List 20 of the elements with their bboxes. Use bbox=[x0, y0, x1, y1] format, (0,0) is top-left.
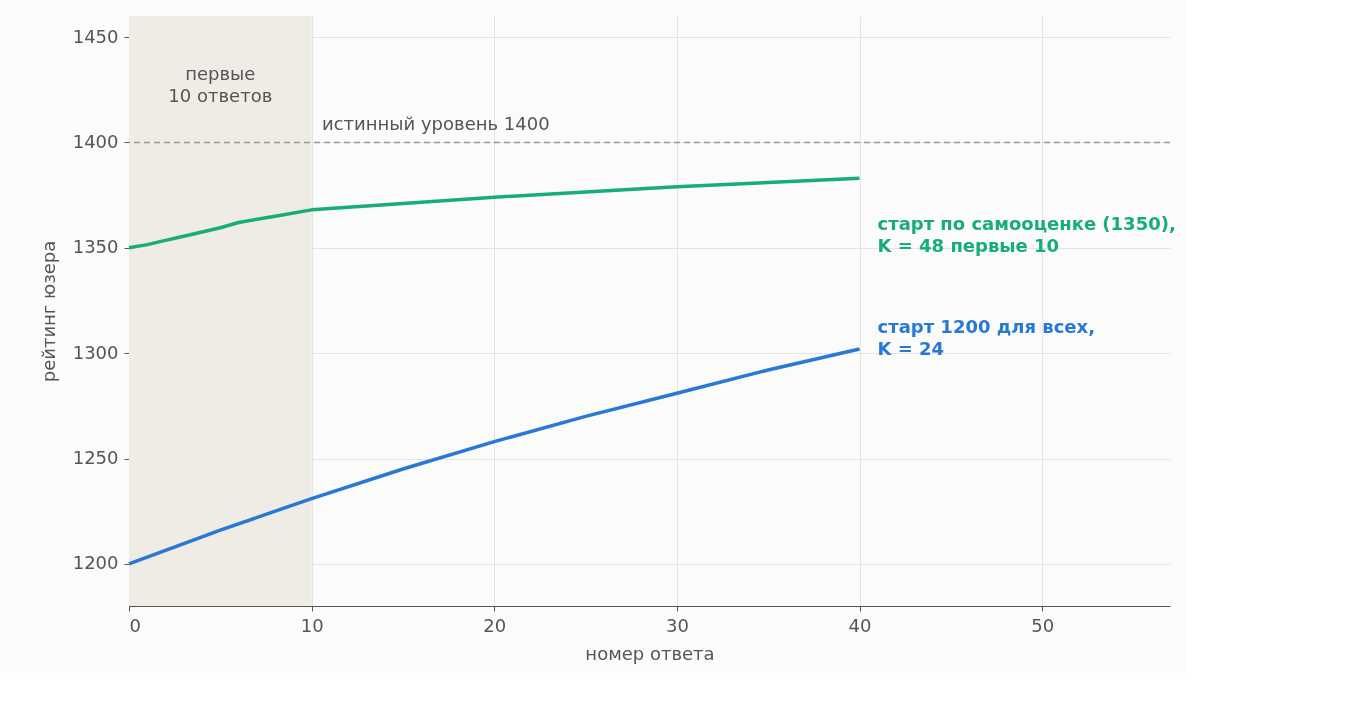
band-label: первые 10 ответов bbox=[168, 63, 273, 106]
x-tick-label: 40 bbox=[848, 614, 872, 636]
series-label: старт 1200 для всех, K = 24 bbox=[877, 315, 1095, 359]
x-axis-title: номер ответа bbox=[585, 642, 715, 664]
y-axis-title: рейтинг юзера bbox=[37, 240, 59, 383]
y-tick-label: 1400 bbox=[72, 130, 119, 152]
y-tick-label: 1250 bbox=[72, 447, 119, 468]
y-tick-label: 1450 bbox=[72, 25, 119, 47]
x-tick-label: 50 bbox=[1031, 614, 1055, 636]
ref-line-label: истинный уровень 1400 bbox=[322, 113, 550, 135]
y-tick-label: 1350 bbox=[72, 236, 119, 258]
x-tick-label: 0 bbox=[129, 614, 141, 636]
x-tick-label: 30 bbox=[665, 614, 689, 636]
line-series bbox=[127, 347, 862, 566]
x-tick-label: 20 bbox=[483, 614, 507, 636]
x-tick-label: 10 bbox=[300, 614, 324, 636]
y-tick-label: 1300 bbox=[72, 341, 119, 363]
y-tick-label: 1200 bbox=[72, 552, 119, 574]
line-series bbox=[127, 176, 862, 250]
text: старт по самооценке (1350), K = 48 первые 10 bbox=[877, 213, 1176, 257]
